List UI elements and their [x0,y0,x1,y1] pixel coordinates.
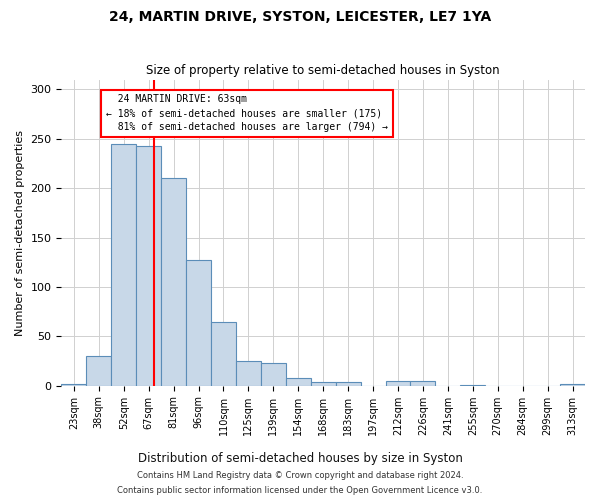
Bar [286,378,311,386]
Bar [186,260,211,386]
Title: Size of property relative to semi-detached houses in Syston: Size of property relative to semi-detach… [146,64,500,77]
Text: Distribution of semi-detached houses by size in Syston: Distribution of semi-detached houses by … [137,452,463,465]
Text: 24 MARTIN DRIVE: 63sqm  
← 18% of semi-detached houses are smaller (175)
  81% o: 24 MARTIN DRIVE: 63sqm ← 18% of semi-det… [106,94,388,132]
Text: 24, MARTIN DRIVE, SYSTON, LEICESTER, LE7 1YA: 24, MARTIN DRIVE, SYSTON, LEICESTER, LE7… [109,10,491,24]
Bar [386,381,410,386]
Bar [61,384,86,386]
Bar [410,381,436,386]
Bar [161,178,186,386]
Bar [211,322,236,386]
Bar [111,144,136,386]
Bar [261,363,286,386]
Text: Contains public sector information licensed under the Open Government Licence v3: Contains public sector information licen… [118,486,482,495]
Bar [335,382,361,386]
Y-axis label: Number of semi-detached properties: Number of semi-detached properties [15,130,25,336]
Bar [460,385,485,386]
Bar [311,382,335,386]
Bar [136,146,161,386]
Text: Contains HM Land Registry data © Crown copyright and database right 2024.: Contains HM Land Registry data © Crown c… [137,471,463,480]
Bar [86,356,111,386]
Bar [560,384,585,386]
Bar [236,361,261,386]
